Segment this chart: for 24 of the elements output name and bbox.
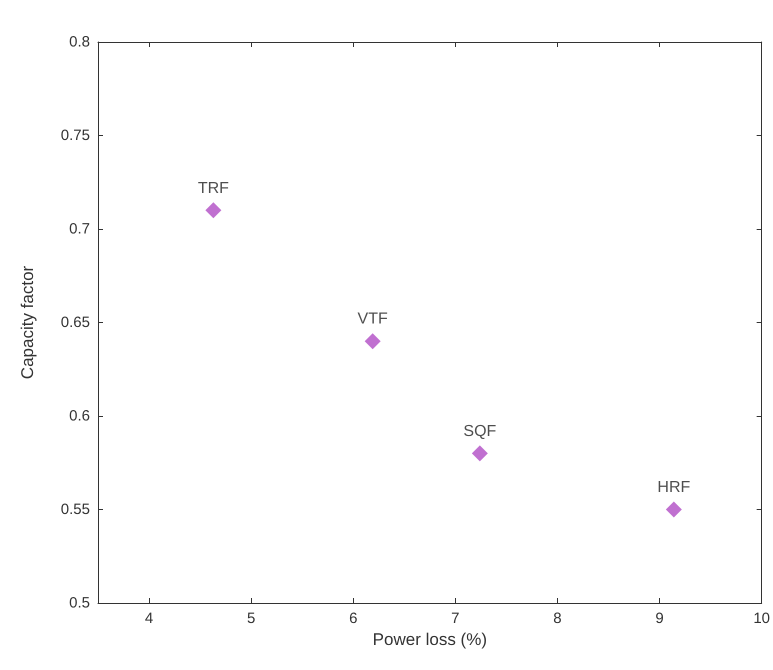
point bbox=[472, 445, 488, 462]
annotation: VTF bbox=[358, 310, 388, 328]
x-axis-title: Power loss (%) bbox=[372, 630, 487, 649]
annotation: HRF bbox=[657, 479, 691, 496]
annotation: SQF bbox=[463, 422, 497, 440]
y-tick-label: 0.7 bbox=[69, 220, 90, 238]
y-tick-label: 0.5 bbox=[69, 594, 90, 612]
x-tick-label: 8 bbox=[553, 610, 562, 627]
x-tick-label: 5 bbox=[246, 610, 256, 627]
x-tick-label: 4 bbox=[144, 610, 154, 627]
x-tick-label: 7 bbox=[451, 610, 460, 627]
y-tick-label: 0.55 bbox=[60, 501, 90, 518]
x-tick-label: 10 bbox=[753, 610, 770, 627]
point bbox=[205, 202, 222, 218]
y-tick-label: 0.75 bbox=[60, 127, 90, 144]
point bbox=[666, 502, 682, 518]
x-tick-label: 6 bbox=[349, 610, 358, 627]
point bbox=[364, 333, 381, 350]
annotation: TRF bbox=[198, 180, 230, 197]
y-axis-title: Capacity factor bbox=[18, 265, 37, 380]
y-tick-label: 0.6 bbox=[69, 408, 90, 424]
y-tick-label: 0.65 bbox=[60, 314, 90, 331]
y-tick-label: 0.8 bbox=[69, 34, 90, 50]
x-tick-label: 9 bbox=[655, 610, 664, 627]
